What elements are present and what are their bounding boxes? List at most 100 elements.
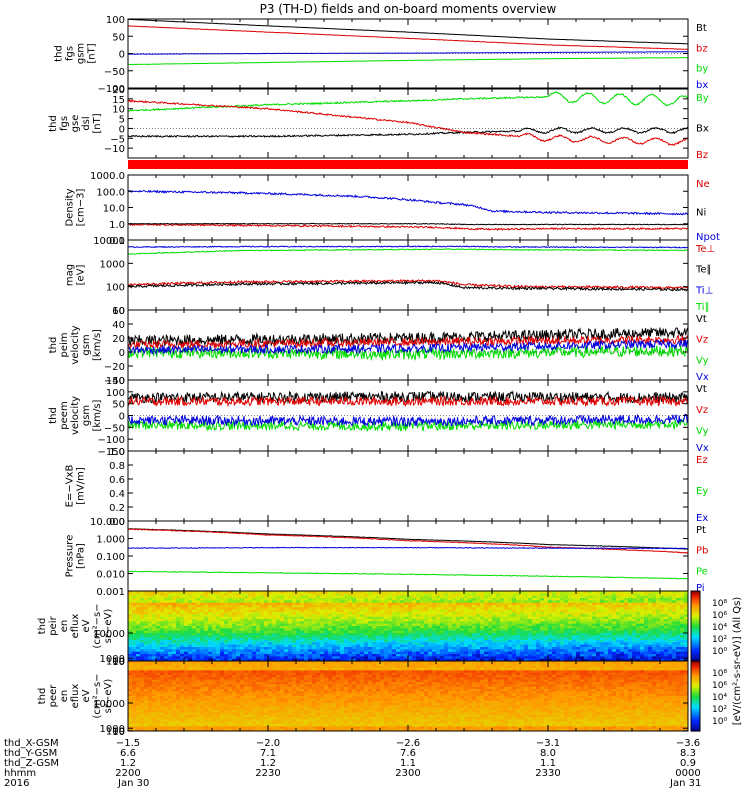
panel-density: 1000.0 100.0 10.0 1.0 0.1 Density [cm−3] Ne Ni Np… — [65, 171, 720, 247]
panel-frame — [127, 174, 689, 241]
y-label-temperature: mag — [65, 264, 76, 286]
colorbar-tick-label: 10⁰ — [712, 717, 727, 727]
y-label-peer-spectrogram: thd — [37, 688, 48, 705]
y-tick-label: 0.010 — [96, 570, 125, 581]
y-tick-label: 0.8 — [109, 461, 125, 472]
colorbar-tick-label: 10⁸ — [712, 669, 727, 679]
x-row-value: −1.5 — [116, 738, 140, 749]
legend-item-bx: bx — [696, 80, 708, 91]
legend-item-bt: Bt — [696, 23, 707, 34]
y-axis-pressure: 10.000 1.000 0.100 0.010 0.001 — [90, 517, 689, 598]
y-tick-label: 10.0 — [103, 204, 125, 215]
x-row-value: 1.1 — [540, 758, 556, 769]
y-label-fgs-gsm: gsm — [76, 43, 87, 64]
x-row-value: 2330 — [535, 768, 560, 779]
y-label-pressure: [nPa] — [76, 543, 87, 569]
y-tick-label: 50 — [112, 32, 125, 43]
x-year-label: 2016 — [4, 778, 29, 789]
line-peem-velocity-vt — [127, 390, 689, 405]
legend-peim-velocity: Vt Vz Vy Vx — [696, 314, 709, 383]
y-label-fgs-gsm: thd — [54, 45, 65, 62]
x-row-value: 2300 — [395, 768, 420, 779]
line-peem-velocity-vz — [127, 395, 689, 408]
y-tick-label: 10000 — [93, 699, 125, 710]
line-temperature-te — [127, 280, 689, 292]
x-row-value: 2200 — [115, 768, 140, 779]
legend-item-ni: Ni — [696, 208, 706, 219]
series-lines-temperature — [127, 245, 689, 292]
y-label-fgs-gse-dsl: gse — [70, 115, 81, 133]
y-tick-label: 100.0 — [96, 187, 125, 198]
y-label-fgs-gse-dsl: fgs — [59, 116, 70, 131]
legend-item-vx: Vx — [696, 372, 709, 383]
colorbar-tick-label: 10² — [712, 635, 727, 645]
colorbar-tick-label: 10⁴ — [712, 623, 727, 633]
y-label-efield: [mV/m] — [76, 467, 87, 505]
y-tick-label: 100 — [106, 388, 125, 399]
x-row-value: −3.6 — [676, 738, 700, 749]
x-row-name-thd-x-gsm: thd_X-GSM — [4, 738, 59, 749]
y-label-peim-velocity: gsm — [81, 334, 92, 355]
line-peim-velocity-vy — [127, 344, 689, 362]
y-label-fgs-gsm: fgs — [65, 46, 76, 61]
y-label-fgs-gse-dsl: thd — [48, 115, 59, 132]
legend-item-bx: Bx — [696, 124, 709, 135]
line-pressure-pt — [127, 528, 689, 550]
y-label-peer-spectrogram: eflux — [70, 684, 81, 709]
y-tick-label: 0 — [119, 412, 125, 423]
legend-item-vz: Vz — [696, 405, 708, 416]
legend-item-te: Te∥ — [695, 265, 712, 276]
y-tick-label: 10 — [112, 727, 125, 738]
line-fgs-gsm-bx — [127, 51, 688, 55]
y-tick-label: 5 — [119, 115, 125, 126]
legend-item-npot: Npot — [696, 232, 720, 243]
y-label-fgs-gsm: [nT] — [87, 43, 98, 63]
colorbar-tick-label: 10² — [712, 705, 727, 715]
y-label-peir-spectrogram: peir — [48, 615, 59, 635]
y-label-peem-velocity: velocity — [70, 396, 81, 435]
line-density-ni — [127, 222, 688, 226]
y-label-efield: E=−VxB — [65, 465, 76, 508]
x-row-name-thd-y-gsm: thd_Y-GSM — [4, 748, 57, 759]
y-tick-label: 10.000 — [90, 517, 125, 528]
y-label-peir-spectrogram: thd — [37, 618, 48, 635]
legend-fgs-gsm: Bt bz by bx — [696, 23, 708, 91]
x-row-value: 6.6 — [120, 748, 136, 759]
y-tick-label: 60 — [112, 306, 125, 317]
y-axis-fgs-gsm: 100 50 0 −50 −100 — [98, 15, 689, 95]
line-peim-velocity-vx — [127, 338, 689, 356]
line-temperature-ti — [127, 245, 688, 249]
legend-item-pt: Pt — [696, 525, 706, 536]
spectrogram-peir-spectrogram — [128, 591, 689, 662]
legend-item-vx: Vx — [696, 443, 709, 454]
colorbar-group: 10⁸ 10⁶ 10⁴ 10² 10⁰ 10⁸ 10⁶ 10⁴ 10² 10⁰ [eV/(cm²-s… — [690, 590, 743, 732]
x-row-value: 1.2 — [120, 758, 136, 769]
y-tick-label: 0 — [119, 348, 125, 359]
legend-density: Ne Ni Npot — [696, 179, 720, 243]
line-temperature-ti — [127, 248, 689, 255]
line-peim-velocity-vz — [128, 334, 689, 350]
x-row-value: 1.1 — [400, 758, 416, 769]
y-axis-efield: 1.0 0.8 0.6 0.4 0.2 0.0 — [109, 447, 689, 528]
series-lines-fgs-gse-dsl — [127, 91, 689, 146]
series-lines-fgs-gsm — [127, 18, 689, 66]
y-tick-label: 40 — [112, 320, 125, 331]
spectrogram-peer-spectrogram — [128, 661, 689, 732]
y-tick-label: 10 — [112, 306, 125, 317]
legend-item-ex: Ex — [696, 513, 708, 524]
x-start-date: Jan 30 — [117, 778, 149, 789]
line-density-npot — [127, 189, 689, 216]
colorbar-frame — [690, 660, 701, 732]
legend-item-vz: Vz — [696, 335, 708, 346]
y-tick-label: 1000 — [100, 654, 125, 665]
y-tick-label: 100 — [106, 657, 125, 668]
availability-bar — [128, 160, 688, 169]
panel-frame — [127, 450, 689, 522]
y-label-peir-spectrogram: en — [59, 620, 70, 633]
x-end-date: Jan 31 — [669, 778, 701, 789]
